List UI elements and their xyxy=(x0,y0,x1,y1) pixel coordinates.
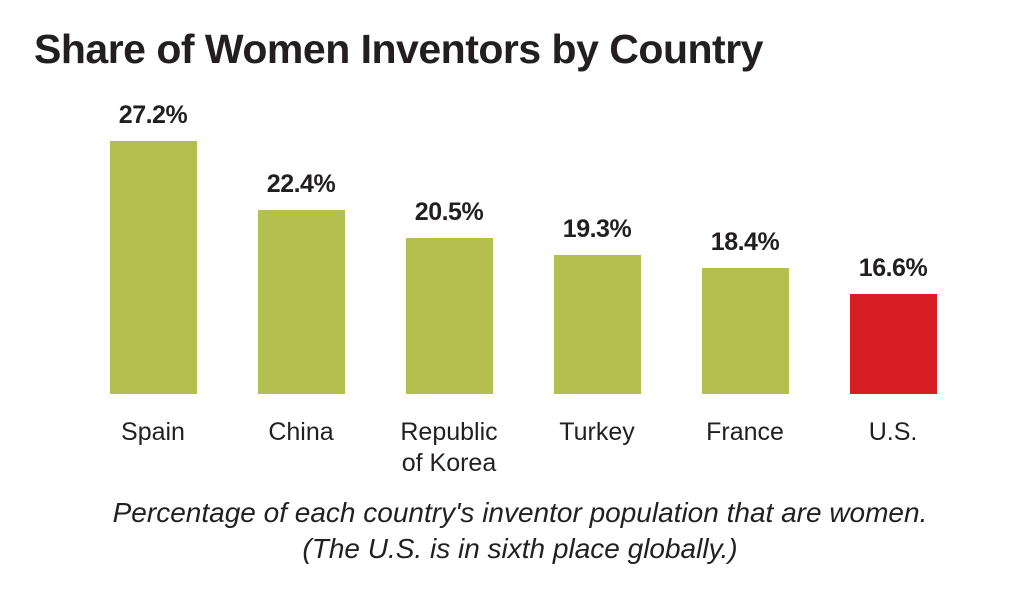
bar-china xyxy=(258,210,345,394)
bar-u-s xyxy=(850,294,937,394)
value-label: 20.5% xyxy=(414,198,484,226)
chart-caption: Percentage of each country's inventor po… xyxy=(0,495,1024,567)
chart-title: Share of Women Inventors by Country xyxy=(34,26,763,72)
bar-france xyxy=(702,268,789,394)
category-label: Turkey xyxy=(559,418,635,446)
category-label-line-1: Republic xyxy=(400,418,498,446)
category-label: China xyxy=(268,418,334,446)
value-label: 22.4% xyxy=(266,170,336,198)
value-label: 18.4% xyxy=(710,228,780,256)
category-label: Spain xyxy=(121,418,185,446)
caption-line-2: (The U.S. is in sixth place globally.) xyxy=(302,533,738,564)
category-label: France xyxy=(706,418,784,446)
value-label: 27.2% xyxy=(118,101,188,129)
value-label: 19.3% xyxy=(562,215,632,243)
caption-line-1: Percentage of each country's inventor po… xyxy=(112,497,928,528)
bar-turkey xyxy=(554,255,641,394)
category-label: U.S. xyxy=(868,418,918,446)
value-label: 16.6% xyxy=(858,254,928,282)
category-label-line-2: of Korea xyxy=(401,449,497,477)
category-label: Republic of Korea xyxy=(369,417,529,479)
bar-spain xyxy=(110,141,197,394)
bar-republic-of-korea xyxy=(406,238,493,394)
